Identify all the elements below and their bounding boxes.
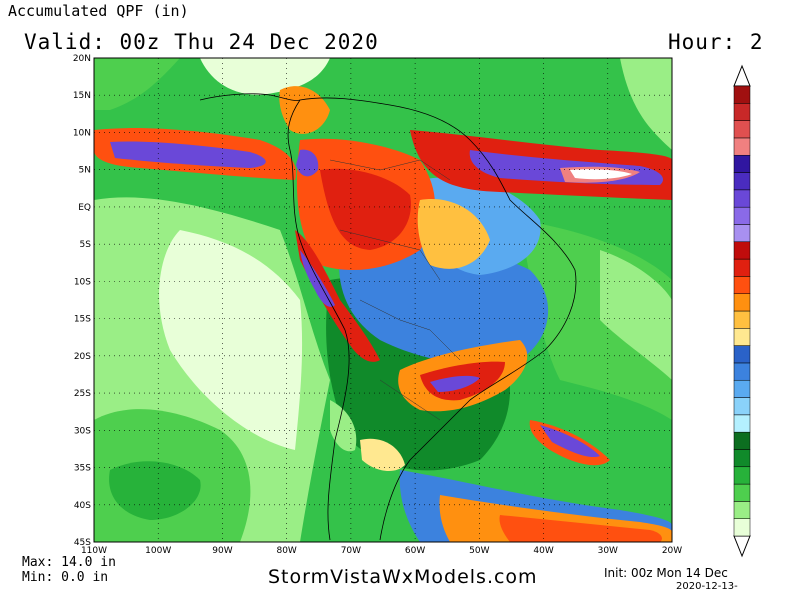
colorbar-bottom-arrow xyxy=(733,535,751,558)
colorbar-swatch xyxy=(733,379,751,398)
lon-label: 30W xyxy=(598,546,618,556)
latitude-labels: 20N 15N 10N 5N EQ 5S 10S 15S 20S 25S 30S 35S 40S 45S xyxy=(73,54,91,548)
map-canvas xyxy=(94,58,672,542)
lat-label: 10N xyxy=(73,128,91,138)
lon-label: 110W xyxy=(81,546,107,556)
country-borders xyxy=(329,159,461,421)
lat-label: 40S xyxy=(74,501,91,511)
colorbar-swatch xyxy=(733,414,751,433)
colorbar-swatch xyxy=(733,258,751,277)
lon-label: 100W xyxy=(145,546,171,556)
lat-label: 15N xyxy=(73,91,91,101)
lat-label: 25S xyxy=(74,389,91,399)
graticule xyxy=(94,58,672,542)
lon-label: 70W xyxy=(341,546,361,556)
lat-label: 20S xyxy=(74,352,91,362)
longitude-labels: 110W 100W 90W 80W 70W 60W 50W 40W 30W 20W xyxy=(81,546,682,556)
max-value: Max: 14.0 in xyxy=(22,555,116,570)
colorbar-swatch xyxy=(733,293,751,312)
colorbar-swatch xyxy=(733,310,751,329)
lat-label: 15S xyxy=(74,315,91,325)
colorbar-swatch xyxy=(733,431,751,450)
color-legend xyxy=(733,64,751,558)
map-title: Accumulated QPF (in) xyxy=(8,2,189,20)
run-date: 2020-12-13- xyxy=(676,581,738,592)
colorbar-top-arrow xyxy=(733,64,751,87)
colorbar-swatch xyxy=(733,449,751,468)
colorbar-swatch xyxy=(733,362,751,381)
lon-label: 40W xyxy=(533,546,553,556)
colorbar-swatch xyxy=(733,120,751,139)
lat-label: 30S xyxy=(74,426,91,436)
lon-label: 90W xyxy=(212,546,232,556)
colorbar-swatch xyxy=(733,328,751,346)
lon-label: 60W xyxy=(405,546,425,556)
init-time: Init: 00z Mon 14 Dec xyxy=(604,566,728,580)
lat-label: 35S xyxy=(74,464,91,474)
colorbar-swatch xyxy=(733,103,751,121)
colorbar-swatch xyxy=(733,189,751,208)
colorbar-swatch xyxy=(733,345,751,364)
lat-label: 5S xyxy=(80,240,92,250)
colorbar-swatch xyxy=(733,466,751,485)
min-value: Min: 0.0 in xyxy=(22,570,109,585)
colorbar-swatch xyxy=(733,154,751,173)
lat-label: 5N xyxy=(79,166,91,176)
forecast-hour: Hour: 2 xyxy=(668,30,764,54)
map-frame xyxy=(93,57,673,543)
coastline xyxy=(199,93,577,541)
colorbar-swatch xyxy=(733,518,751,537)
lat-label: 10S xyxy=(74,277,91,287)
brand-watermark: StormVistaWxModels.com xyxy=(268,566,538,588)
colorbar-swatch xyxy=(733,172,751,191)
colorbar-swatch xyxy=(733,206,751,225)
lon-label: 50W xyxy=(469,546,489,556)
colorbar-swatch xyxy=(733,241,751,260)
colorbar-swatch xyxy=(733,137,751,156)
colorbar-swatch xyxy=(733,501,751,519)
lat-label: 45S xyxy=(74,538,91,548)
colorbar-swatch xyxy=(733,224,751,243)
valid-time: Valid: 00z Thu 24 Dec 2020 xyxy=(24,30,379,54)
colorbar-swatch xyxy=(733,85,751,104)
colorbar-swatch xyxy=(733,276,751,294)
lat-label: EQ xyxy=(78,203,91,213)
lon-label: 80W xyxy=(276,546,296,556)
lon-label: 20W xyxy=(662,546,682,556)
colorbar-swatch xyxy=(733,397,751,416)
colorbar-swatch xyxy=(733,483,751,502)
lat-label: 20N xyxy=(73,54,91,64)
